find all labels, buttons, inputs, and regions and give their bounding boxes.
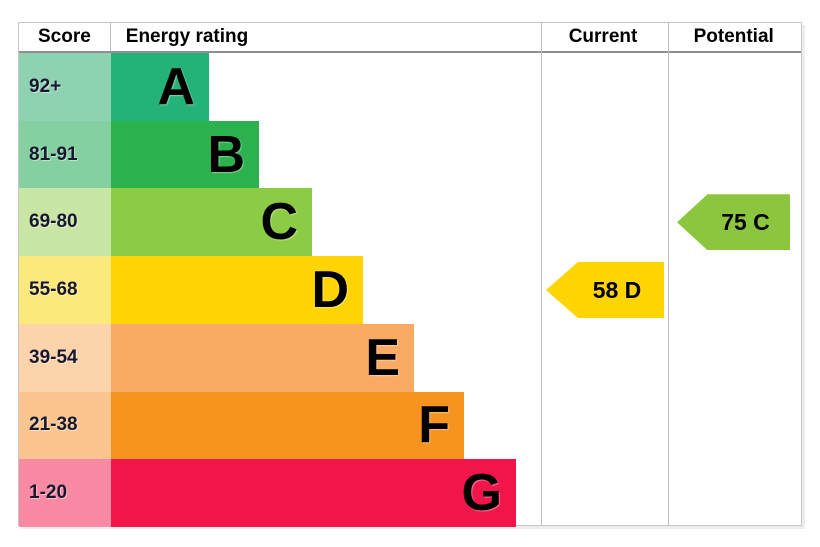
score-range: 39-54: [19, 323, 111, 392]
current-rating-label: 58 D: [592, 276, 642, 303]
score-range: 55-68: [19, 256, 111, 324]
band-row-e: 39-54 E: [19, 323, 801, 392]
rating-bar: D: [111, 256, 363, 324]
band-row-f: 21-38 F: [19, 391, 801, 460]
band-row-d: 55-68 D: [19, 256, 801, 324]
table-header: Score Energy rating Current Potential: [19, 23, 801, 53]
band-row-g: 1-20 G: [19, 459, 801, 527]
rating-table: Score Energy rating Current Potential 92…: [18, 22, 802, 527]
current-column-header: Current: [568, 26, 638, 47]
rating-bar: F: [111, 391, 464, 460]
rating-letter: F: [418, 396, 450, 455]
rating-letter: A: [157, 57, 195, 116]
rating-bar: C: [111, 188, 312, 257]
potential-rating-label: 75 C: [721, 208, 770, 235]
rating-letter: B: [207, 125, 245, 184]
score-range: 92+: [19, 53, 111, 121]
rating-letter: G: [461, 464, 502, 523]
rating-bar: G: [111, 459, 516, 527]
score-range: 21-38: [19, 391, 111, 460]
score-column-header: Score: [19, 23, 111, 51]
potential-column-divider: [668, 23, 669, 525]
rating-letter: E: [365, 328, 400, 387]
score-range: 69-80: [19, 188, 111, 257]
current-column-divider: [541, 23, 542, 525]
potential-column-header: Potential: [693, 26, 774, 47]
current-rating-left-arrow-icon: 58 D: [546, 262, 664, 318]
energy-rating-column-header: Energy rating: [125, 26, 249, 47]
rating-bands: 92+ A 81-91 B 69-80 C 55-68 D 39-54 E 21-38 F 1-20 G: [19, 53, 801, 527]
rating-bar: A: [111, 53, 209, 121]
score-range: 1-20: [19, 459, 111, 527]
band-row-a: 92+ A: [19, 53, 801, 121]
band-row-b: 81-91 B: [19, 120, 801, 189]
rating-bar: E: [111, 323, 414, 392]
rating-letter: C: [260, 193, 298, 252]
score-range: 81-91: [19, 120, 111, 189]
band-row-c: 69-80 C: [19, 188, 801, 257]
rating-bar: B: [111, 120, 259, 189]
rating-letter: D: [311, 260, 349, 319]
